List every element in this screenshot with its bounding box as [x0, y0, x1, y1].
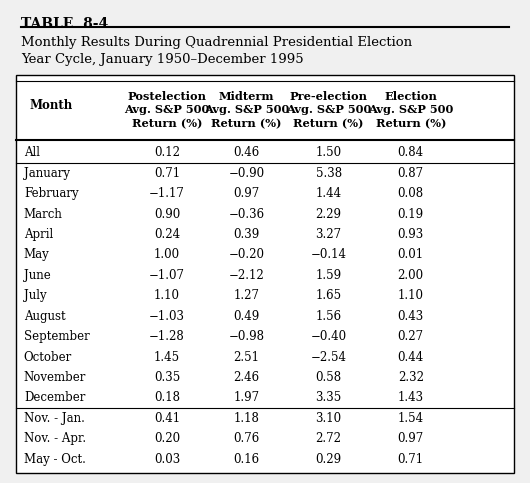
Text: 0.29: 0.29 [315, 453, 342, 466]
Text: 1.27: 1.27 [233, 289, 260, 302]
Text: August: August [24, 310, 66, 323]
Text: −0.36: −0.36 [228, 208, 264, 221]
Text: December: December [24, 391, 85, 404]
Text: 1.18: 1.18 [234, 412, 259, 425]
Text: 2.72: 2.72 [315, 432, 342, 445]
Text: −0.90: −0.90 [228, 167, 264, 180]
Text: All: All [24, 146, 40, 159]
Text: 0.84: 0.84 [398, 146, 424, 159]
Text: May - Oct.: May - Oct. [24, 453, 86, 466]
Text: 1.97: 1.97 [233, 391, 260, 404]
Text: 0.71: 0.71 [398, 453, 424, 466]
Text: Monthly Results During Quadrennial Presidential Election
Year Cycle, January 195: Monthly Results During Quadrennial Presi… [21, 36, 412, 66]
Text: September: September [24, 330, 90, 343]
Text: −2.54: −2.54 [311, 351, 347, 364]
Text: January: January [24, 167, 70, 180]
Text: 2.51: 2.51 [233, 351, 260, 364]
Text: −0.40: −0.40 [311, 330, 347, 343]
Text: 0.46: 0.46 [233, 146, 260, 159]
Text: 0.39: 0.39 [233, 228, 260, 241]
Text: 0.76: 0.76 [233, 432, 260, 445]
Text: Nov. - Jan.: Nov. - Jan. [24, 412, 85, 425]
Text: 5.38: 5.38 [315, 167, 342, 180]
Text: 0.97: 0.97 [398, 432, 424, 445]
Text: −1.03: −1.03 [149, 310, 185, 323]
Text: 1.54: 1.54 [398, 412, 424, 425]
Text: 2.00: 2.00 [398, 269, 424, 282]
Text: November: November [24, 371, 86, 384]
Text: 1.43: 1.43 [398, 391, 424, 404]
Text: −2.12: −2.12 [228, 269, 264, 282]
Text: 1.10: 1.10 [398, 289, 424, 302]
Text: 0.18: 0.18 [154, 391, 180, 404]
Text: October: October [24, 351, 72, 364]
Text: 1.45: 1.45 [154, 351, 180, 364]
Text: 1.56: 1.56 [315, 310, 342, 323]
Text: June: June [24, 269, 50, 282]
Text: February: February [24, 187, 78, 200]
Text: 0.24: 0.24 [154, 228, 180, 241]
Text: 0.35: 0.35 [154, 371, 180, 384]
Text: −0.20: −0.20 [228, 248, 264, 261]
Text: 1.10: 1.10 [154, 289, 180, 302]
Text: 0.49: 0.49 [233, 310, 260, 323]
Text: 1.50: 1.50 [315, 146, 342, 159]
Text: 0.71: 0.71 [154, 167, 180, 180]
Text: 0.01: 0.01 [398, 248, 424, 261]
Text: 3.10: 3.10 [315, 412, 342, 425]
Text: July: July [24, 289, 47, 302]
Text: 0.08: 0.08 [398, 187, 424, 200]
Text: −0.98: −0.98 [228, 330, 264, 343]
Text: 0.90: 0.90 [154, 208, 180, 221]
Text: 1.44: 1.44 [315, 187, 342, 200]
Text: 0.97: 0.97 [233, 187, 260, 200]
Text: 0.19: 0.19 [398, 208, 424, 221]
Text: Midterm
Avg. S&P 500
Return (%): Midterm Avg. S&P 500 Return (%) [204, 91, 289, 129]
Text: 0.12: 0.12 [154, 146, 180, 159]
Text: 0.20: 0.20 [154, 432, 180, 445]
Text: Postelection
Avg. S&P 500
Return (%): Postelection Avg. S&P 500 Return (%) [124, 91, 210, 129]
Text: Nov. - Apr.: Nov. - Apr. [24, 432, 86, 445]
Text: April: April [24, 228, 53, 241]
Text: March: March [24, 208, 63, 221]
Text: 0.16: 0.16 [233, 453, 260, 466]
Text: 0.93: 0.93 [398, 228, 424, 241]
Text: 0.43: 0.43 [398, 310, 424, 323]
Text: 0.27: 0.27 [398, 330, 424, 343]
Text: Pre-election
Avg. S&P 500
Return (%): Pre-election Avg. S&P 500 Return (%) [286, 91, 372, 129]
Text: 0.41: 0.41 [154, 412, 180, 425]
Text: 3.35: 3.35 [315, 391, 342, 404]
Text: −1.17: −1.17 [149, 187, 185, 200]
Text: Month: Month [29, 99, 73, 112]
Text: 3.27: 3.27 [315, 228, 342, 241]
Text: 0.44: 0.44 [398, 351, 424, 364]
Text: 1.59: 1.59 [315, 269, 342, 282]
Text: 1.65: 1.65 [315, 289, 342, 302]
Text: 2.32: 2.32 [398, 371, 424, 384]
Text: 0.58: 0.58 [315, 371, 342, 384]
Text: 0.87: 0.87 [398, 167, 424, 180]
Text: 2.46: 2.46 [233, 371, 260, 384]
Text: 1.00: 1.00 [154, 248, 180, 261]
Text: May: May [24, 248, 50, 261]
Text: Election
Avg. S&P 500
Return (%): Election Avg. S&P 500 Return (%) [368, 91, 454, 129]
Text: 2.29: 2.29 [315, 208, 342, 221]
Text: TABLE  8-4: TABLE 8-4 [21, 17, 109, 31]
Text: −0.14: −0.14 [311, 248, 347, 261]
Text: −1.07: −1.07 [149, 269, 185, 282]
Text: −1.28: −1.28 [149, 330, 185, 343]
Text: 0.03: 0.03 [154, 453, 180, 466]
